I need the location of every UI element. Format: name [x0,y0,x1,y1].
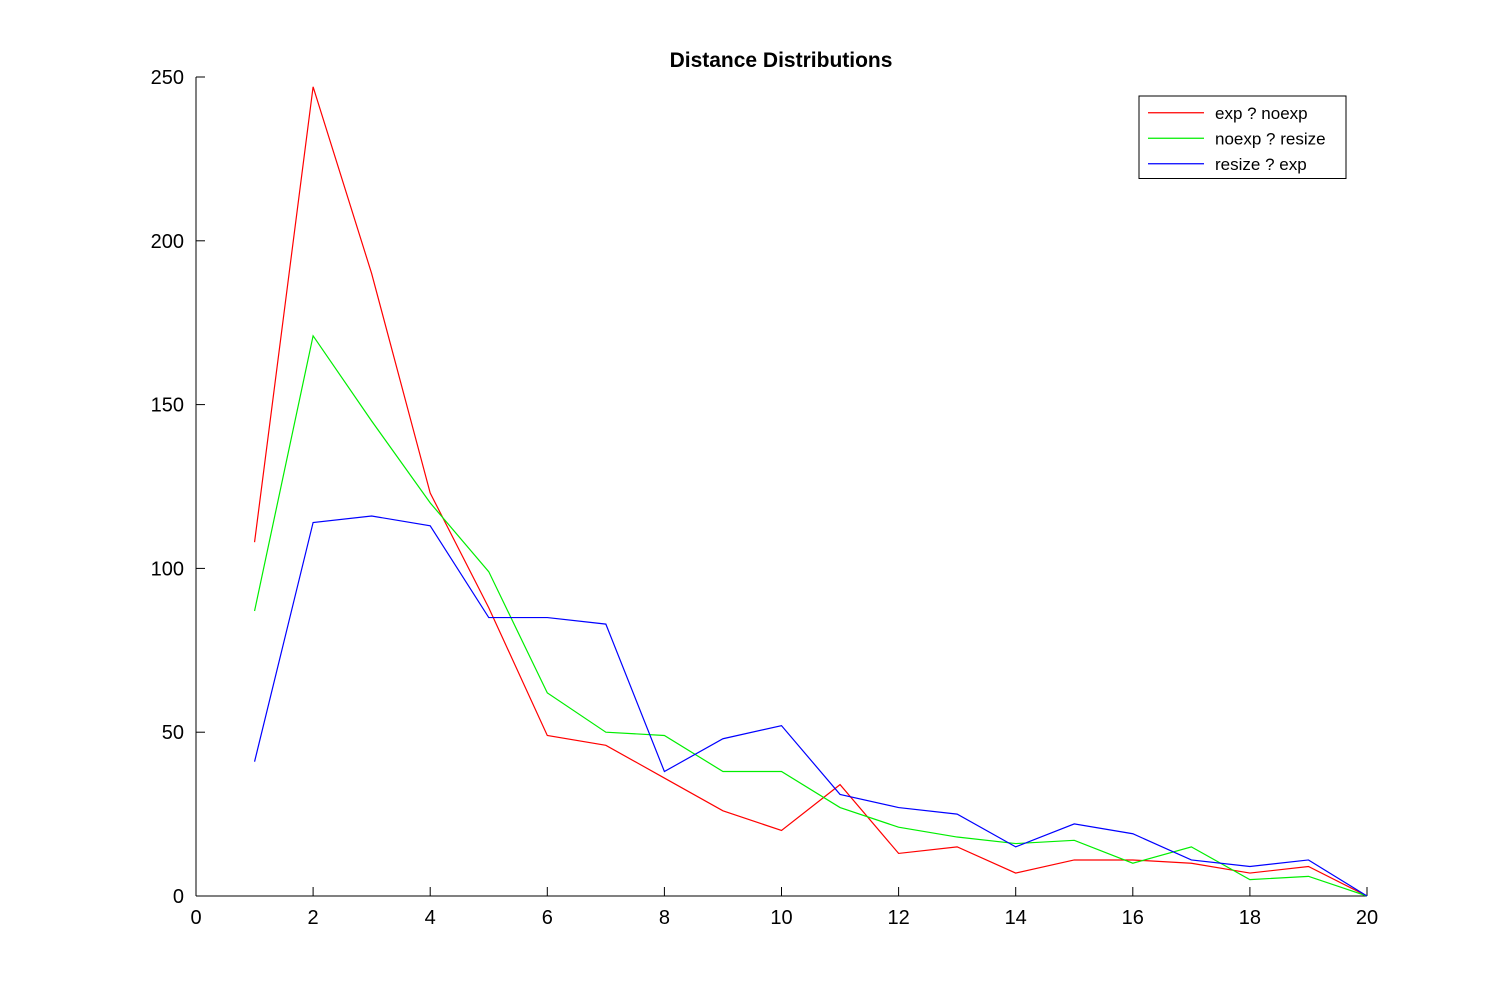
x-tick-label: 12 [887,907,909,929]
y-tick-label: 0 [173,886,184,908]
x-tick-label: 14 [1005,907,1027,929]
legend-label-3: resize ? exp [1215,155,1307,174]
x-tick-label: 0 [190,907,201,929]
legend-label-1: exp ? noexp [1215,104,1308,123]
x-tick-label: 2 [308,907,319,929]
y-tick-label: 50 [162,722,184,744]
y-tick-label: 100 [151,558,184,580]
chart-title: Distance Distributions [670,49,893,72]
x-tick-label: 10 [770,907,792,929]
y-tick-label: 250 [151,67,184,89]
series-line-3 [253,515,1368,897]
series-line-2 [253,334,1368,897]
y-tick-label: 150 [151,395,184,417]
legend-label-2: noexp ? resize [1215,129,1326,148]
x-tick-label: 20 [1356,907,1378,929]
x-tick-label: 18 [1239,907,1261,929]
legend: exp ? noexp noexp ? resize resize ? exp [1138,95,1347,179]
x-tick-label: 16 [1122,907,1144,929]
x-tick-label: 6 [542,907,553,929]
series-line-1 [253,86,1368,897]
y-tick-label: 200 [151,231,184,253]
x-tick-label: 8 [659,907,670,929]
x-tick-label: 4 [425,907,436,929]
legend-box [1138,95,1347,179]
series-layer [253,86,1368,897]
